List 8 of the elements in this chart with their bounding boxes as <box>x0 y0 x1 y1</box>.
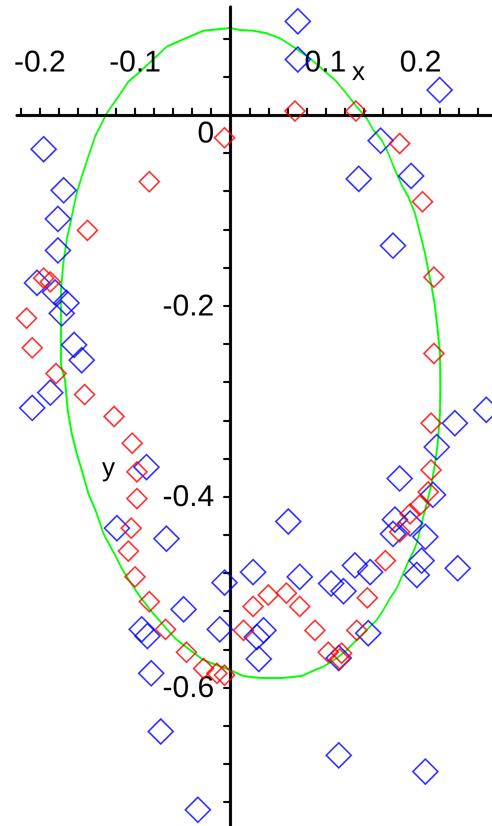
x-tick-label: -0.2 <box>14 45 66 78</box>
y-tick-label: 0 <box>198 116 214 150</box>
y-tick-label: -0.4 <box>162 480 214 514</box>
x-tick-label: 0.2 <box>400 45 442 78</box>
x-axis-title: x <box>352 56 365 86</box>
y-axis-title: y <box>102 452 115 482</box>
y-tick-label: -0.6 <box>162 671 214 704</box>
y-tick-label: -0.2 <box>162 289 214 322</box>
